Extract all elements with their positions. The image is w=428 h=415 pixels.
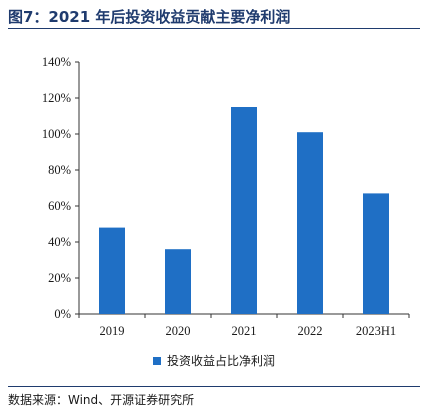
bar-2019	[99, 227, 125, 314]
x-category-label: 2019	[100, 324, 125, 338]
x-category-label: 2020	[166, 324, 191, 338]
figure-title: 图7：2021 年后投资收益贡献主要净利润	[8, 6, 420, 29]
bar-2023H1	[363, 193, 389, 314]
y-tick-label: 120%	[42, 91, 71, 105]
x-category-label: 2023H1	[356, 324, 396, 338]
y-tick-group: 0% 20% 40% 60% 80% 100% 120% 140%	[42, 55, 79, 321]
legend-swatch	[152, 356, 161, 365]
legend-label: 投资收益占比净利润	[166, 354, 275, 368]
y-tick-label: 60%	[48, 199, 71, 213]
x-tick-group	[78, 314, 410, 318]
y-tick-label: 140%	[42, 55, 71, 69]
x-category-label: 2022	[298, 324, 323, 338]
bar-2021	[231, 107, 257, 314]
bar-2022	[297, 132, 323, 314]
y-tick-label: 80%	[48, 163, 71, 177]
x-category-label: 2021	[232, 324, 257, 338]
y-tick-label: 100%	[42, 127, 71, 141]
legend: 投资收益占比净利润	[0, 352, 428, 369]
bar-2020	[165, 249, 191, 314]
source-note: 数据来源：Wind、开源证券研究所	[8, 386, 420, 408]
y-tick-label: 20%	[48, 271, 71, 285]
x-label-group: 2019 2020 2021 2022 2023H1	[100, 324, 397, 338]
bar-group	[99, 107, 389, 314]
y-tick-label: 0%	[54, 307, 71, 321]
y-tick-label: 40%	[48, 235, 71, 249]
